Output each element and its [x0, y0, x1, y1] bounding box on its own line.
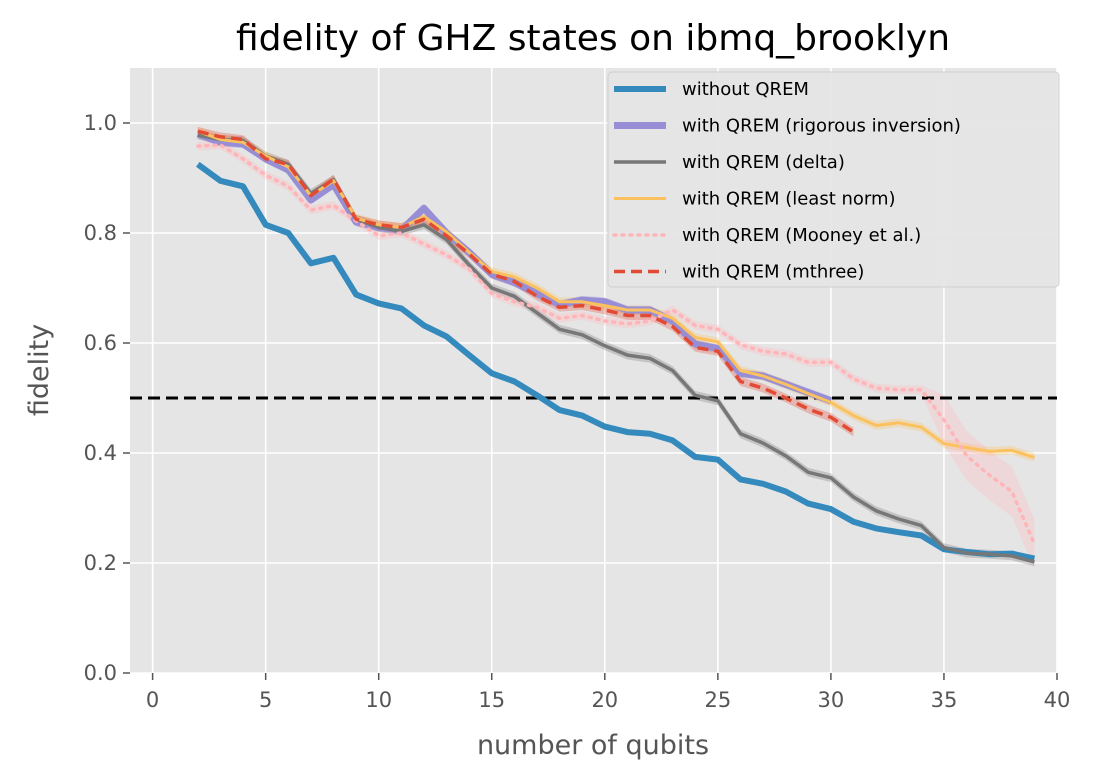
legend-box	[607, 71, 1060, 288]
x-tick-label: 25	[704, 688, 731, 712]
y-axis-ticks: 0.0 0.2 0.4 0.6 0.8 1.0	[84, 111, 130, 685]
legend-label: with QREM (delta)	[682, 152, 845, 173]
x-tick-label: 10	[365, 688, 392, 712]
chart-title: fidelity of GHZ states on ibmq_brooklyn	[236, 18, 950, 59]
y-tick-label: 0.2	[84, 551, 117, 575]
y-tick-label: 1.0	[84, 111, 117, 135]
y-tick-label: 0.0	[84, 661, 117, 685]
x-tick-label: 30	[818, 688, 845, 712]
legend-label: without QREM	[682, 79, 809, 100]
legend: without QREM with QREM (rigorous inversio…	[607, 71, 1060, 288]
series-band	[197, 130, 1035, 567]
x-axis-ticks: 0 5 10 15 20 25 30 35 40	[146, 673, 1070, 712]
x-axis-label: number of qubits	[477, 730, 709, 761]
series-line-0	[196, 161, 1036, 562]
x-tick-label: 5	[259, 688, 272, 712]
legend-label: with QREM (least norm)	[682, 189, 896, 210]
x-tick-label: 20	[591, 688, 618, 712]
x-tick-label: 0	[146, 688, 159, 712]
series-line-4	[196, 143, 1037, 546]
legend-label: with QREM (Mooney et al.)	[682, 225, 921, 246]
x-tick-label: 15	[478, 688, 505, 712]
y-tick-label: 0.8	[84, 221, 117, 245]
y-axis-label: fidelity	[24, 324, 55, 416]
x-tick-label: 35	[931, 688, 958, 712]
x-tick-label: 40	[1044, 688, 1071, 712]
legend-label: with QREM (rigorous inversion)	[682, 116, 961, 137]
y-tick-label: 0.6	[84, 331, 117, 355]
y-tick-label: 0.4	[84, 441, 117, 465]
series-layer	[196, 129, 1037, 564]
legend-label: with QREM (mthree)	[682, 262, 864, 283]
